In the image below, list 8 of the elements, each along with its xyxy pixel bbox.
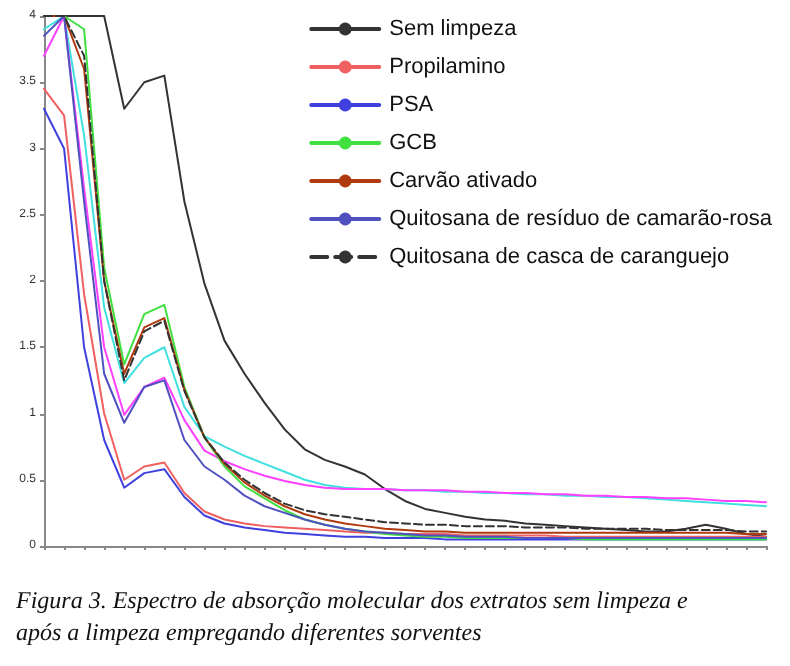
- text: Figura 3. Espectro de absorção molecular dos extratos sem limpeza e após a limpeza empregando diferentes sorventes: [14, 586, 694, 646]
- legend-label: PSA: [389, 93, 435, 117]
- legend-label: Carvão ativado: [389, 169, 538, 193]
- legend-label: Propilamino: [389, 55, 506, 79]
- legend-label: GCB: [389, 131, 437, 155]
- legend-label: Sem limpeza: [389, 17, 519, 41]
- legend-label: Quitosana de casca de caranguejo: [389, 245, 730, 269]
- legend-label: Quitosana de resíduo de camarão-rosa: [389, 207, 774, 231]
